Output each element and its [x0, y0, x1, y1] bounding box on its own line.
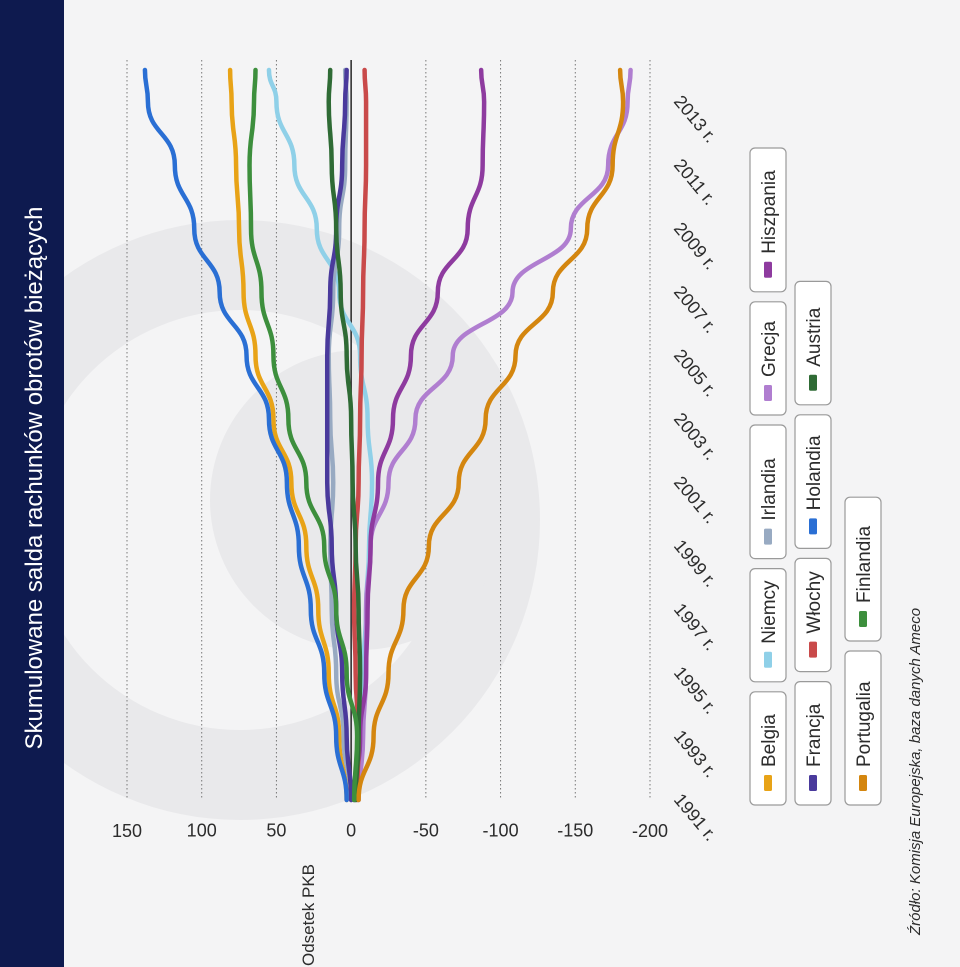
x-tick-label: 1991 r.: [670, 790, 721, 845]
series-line-holandia: [142, 67, 349, 803]
gridlines: [126, 60, 651, 800]
legend-item-włochy: Włochy: [794, 557, 832, 673]
series-line-niemcy: [266, 67, 375, 803]
series-line-austria: [326, 67, 363, 803]
x-tick-label: 1999 r.: [670, 536, 721, 591]
legend-item-finlandia: Finlandia: [844, 496, 882, 642]
y-tick-label: 150: [112, 821, 142, 841]
legend-swatch: [764, 775, 772, 791]
legend-box: [794, 414, 832, 549]
y-tick-label: -100: [483, 821, 519, 841]
legend-swatch: [859, 611, 867, 627]
legend-item-hiszpania: Hiszpania: [749, 147, 787, 293]
legend-item-holandia: Holandia: [794, 414, 832, 549]
x-tick-label: 2009 r.: [670, 218, 721, 273]
x-tick-label: 2007 r.: [670, 282, 721, 337]
legend-box: [749, 147, 787, 293]
legend-item-francja: Francja: [794, 680, 832, 806]
chart-title: Skumulowane salda rachunków obrotów bież…: [21, 207, 48, 750]
legend-swatch: [809, 374, 817, 391]
y-tick-labels: 150 100 50 0 -50 -100 -150 -200: [112, 821, 668, 841]
x-tick-label: 1993 r.: [670, 726, 721, 781]
series-line-francja: [324, 67, 354, 803]
x-tick-label: 1995 r.: [670, 663, 721, 718]
y-tick-label: -200: [632, 821, 668, 841]
legend-label: Niemcy: [759, 580, 780, 644]
legend-box: [844, 650, 882, 806]
legend-swatch: [809, 641, 817, 658]
legend-label: Belgia: [759, 714, 780, 767]
legend-box: [749, 424, 787, 560]
legend-swatch: [859, 775, 867, 791]
series-line-hiszpania: [351, 67, 487, 803]
legend-item-belgia: Belgia: [749, 691, 787, 806]
legend-swatch: [809, 518, 817, 535]
x-tick-label: 2001 r.: [670, 472, 721, 527]
legend-swatch: [764, 651, 772, 668]
x-tick-labels: 1991 r. 1993 r. 1995 r. 1997 r. 1999 r. 2001 …: [670, 91, 721, 844]
source-note: Źródło: Komisja Europejska, baza danych …: [907, 608, 924, 936]
series-line-belgia: [227, 67, 349, 803]
legend-swatch: [809, 775, 817, 791]
legend-swatch: [764, 261, 772, 278]
background-watermark: [0, 220, 540, 820]
x-tick-label: 2013 r.: [670, 91, 721, 146]
series-line-irlandia: [326, 67, 354, 803]
y-tick-label: -150: [557, 821, 593, 841]
legend-swatch: [764, 528, 772, 545]
legend-box: [749, 567, 787, 683]
series-line-włochy: [351, 67, 369, 803]
legend-label: Francja: [804, 703, 825, 767]
title-bar: [0, 0, 64, 967]
legend-box: [749, 691, 787, 806]
legend-item-irlandia: Irlandia: [749, 424, 787, 560]
legend-swatch: [764, 385, 772, 401]
legend-item-niemcy: Niemcy: [749, 567, 787, 683]
legend-item-grecja: Grecja: [749, 301, 787, 416]
legend-label: Austria: [804, 307, 825, 367]
legend-label: Włochy: [804, 571, 825, 634]
legend-item-austria: Austria: [794, 280, 832, 406]
legend-box: [794, 557, 832, 673]
x-tick-label: 2011 r.: [670, 155, 720, 209]
legend-label: Irlandia: [759, 458, 780, 521]
legend-box: [794, 280, 832, 406]
y-axis-label: Odsetek PKB: [299, 864, 318, 966]
legend-label: Hiszpania: [759, 170, 780, 254]
x-tick-label: 2005 r.: [670, 345, 721, 400]
legend-label: Holandia: [804, 435, 825, 510]
legend-label: Grecja: [759, 321, 780, 377]
y-tick-label: 100: [187, 821, 217, 841]
legend-label: Finlandia: [854, 525, 875, 603]
y-tick-label: 0: [346, 821, 356, 841]
series-lines: [142, 67, 633, 803]
x-tick-label: 1997 r.: [670, 599, 721, 654]
legend: Belgia Niemcy Irlandia Grecja Hiszpania Franc…: [749, 147, 882, 806]
series-line-finlandia: [247, 67, 360, 803]
series-line-portugalia: [356, 67, 626, 803]
legend-box: [749, 301, 787, 416]
legend-box: [794, 680, 832, 806]
legend-box: [844, 496, 882, 642]
y-tick-label: -50: [413, 821, 439, 841]
legend-label: Portugalia: [854, 681, 875, 767]
y-tick-label: 50: [266, 821, 286, 841]
x-tick-label: 2003 r.: [670, 409, 721, 464]
legend-item-portugalia: Portugalia: [844, 650, 882, 806]
